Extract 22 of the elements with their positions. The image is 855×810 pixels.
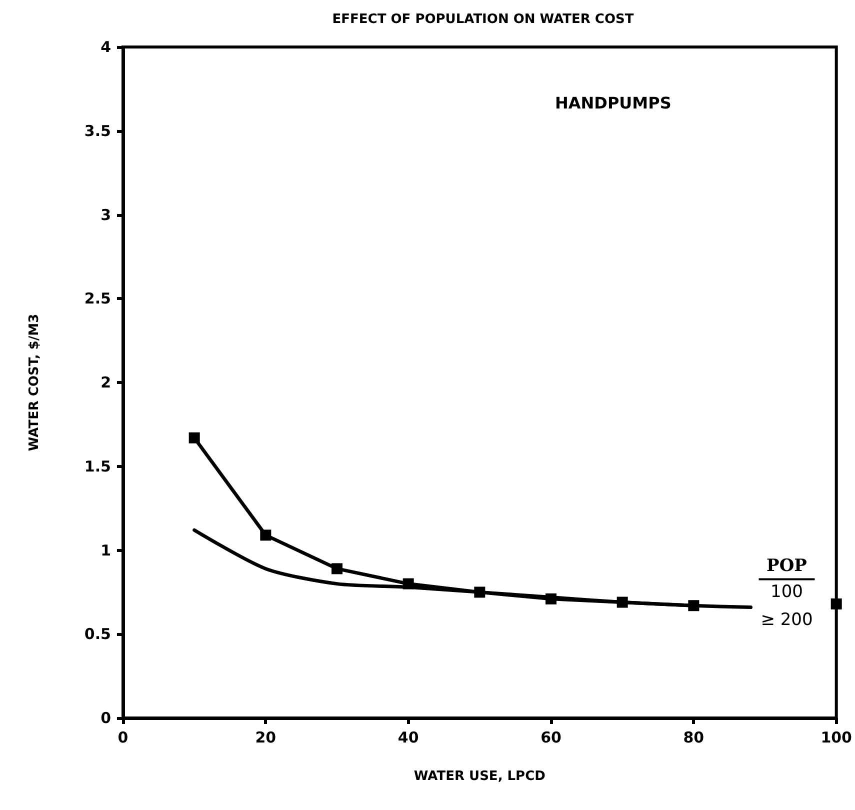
- y-tick-label: 1.5: [84, 457, 111, 476]
- series-label: ≥ 200: [760, 610, 813, 630]
- y-tick-label: 0: [100, 709, 111, 727]
- x-axis-title: WATER USE, LPCD: [414, 769, 546, 784]
- chart-title: EFFECT OF POPULATION ON WATER COST: [332, 12, 634, 27]
- x-tick-label: 60: [540, 728, 562, 746]
- x-tick-label: 40: [398, 728, 419, 746]
- x-tick-label: 20: [255, 728, 276, 746]
- y-tick-label: 3: [100, 206, 111, 224]
- y-tick-label: 2.5: [84, 290, 111, 308]
- y-tick-label: 0.5: [84, 625, 111, 644]
- y-axis-title: WATER COST, $/M3: [27, 314, 42, 452]
- y-tick-label: 4: [100, 38, 111, 56]
- y-tick-label: 3.5: [84, 122, 111, 140]
- y-tick-label: 1: [100, 541, 111, 560]
- x-tick-label: 100: [820, 728, 852, 746]
- x-tick-label: 80: [683, 728, 704, 746]
- y-tick-label: 2: [100, 374, 111, 392]
- annotation: HANDPUMPS: [555, 94, 672, 112]
- legend-label: 100: [770, 582, 803, 602]
- legend-title: POP: [766, 556, 808, 576]
- x-tick-label: 0: [118, 728, 128, 746]
